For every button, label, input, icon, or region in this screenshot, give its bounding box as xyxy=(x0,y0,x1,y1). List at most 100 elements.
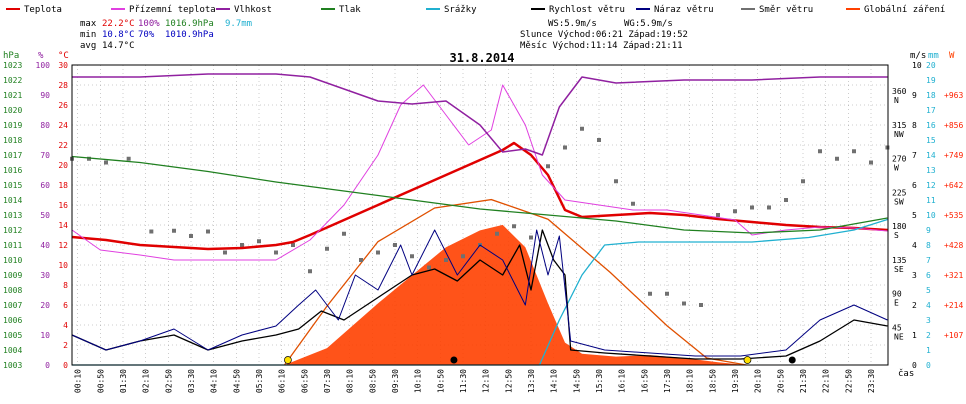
wind-direction-point xyxy=(869,160,873,165)
rain-tick-label: 12 xyxy=(926,181,936,190)
temp-tick-label: 12 xyxy=(58,241,68,250)
wind-direction-point xyxy=(648,291,652,296)
rain-tick-label: 1 xyxy=(926,346,931,355)
info-moon: Měsíc Východ:11:14 Západ:21:11 xyxy=(520,41,683,51)
wind-direction-point xyxy=(325,246,329,251)
wind-speed-tick-label: 4 xyxy=(912,241,917,250)
x-tick-label: 06:50 xyxy=(300,369,309,393)
sun-marker xyxy=(284,356,292,364)
wind-direction-point xyxy=(410,254,414,259)
rain-tick-label: 3 xyxy=(926,316,931,325)
wind-dir-tick-value: 45 xyxy=(892,323,902,332)
temp-tick-label: 2 xyxy=(63,341,68,350)
temp-tick-label: 28 xyxy=(58,81,68,90)
humidity-tick-label: 50 xyxy=(40,211,50,220)
wind-direction-point xyxy=(126,156,131,161)
wind-direction-point xyxy=(563,145,567,150)
x-tick-label: 14:50 xyxy=(572,369,581,393)
wind-dir-tick-label: SW xyxy=(894,197,904,206)
rain-tick-label: 7 xyxy=(926,256,931,265)
pressure-tick-label: 1005 xyxy=(3,331,22,340)
x-tick-label: 10:10 xyxy=(414,369,423,393)
radiation-area xyxy=(284,224,747,365)
wind-direction-point xyxy=(223,250,227,255)
wind-direction-point xyxy=(461,254,465,259)
wind-direction-point xyxy=(733,209,737,214)
x-tick-label: 19:30 xyxy=(731,369,740,393)
pressure-tick-label: 1009 xyxy=(3,271,22,280)
wind-direction-point xyxy=(189,234,193,238)
stats-block: max 22.2°C 100% 1016.9hPa 9.7mm min 10.8… xyxy=(80,19,252,51)
wind-dir-tick-label: E xyxy=(894,299,899,308)
wind-direction-point xyxy=(376,250,380,255)
temp-tick-label: 8 xyxy=(63,281,68,290)
humidity-tick-label: 90 xyxy=(40,91,50,100)
wind-direction-point xyxy=(291,243,295,247)
legend: Teplota Přízemní teplota Vlhkost Tlak Srážky… xyxy=(6,5,945,15)
wind-direction-point xyxy=(104,160,108,165)
humidity-tick-label: 0 xyxy=(45,361,50,370)
pressure-tick-label: 1006 xyxy=(3,316,22,325)
wind-direction-point xyxy=(852,149,856,154)
pressure-tick-label: 1010 xyxy=(3,256,22,265)
stats-max-press: 1016.9hPa xyxy=(165,19,214,29)
radiation-tick-label: +749 xyxy=(944,151,963,160)
temp-tick-label: 30 xyxy=(58,61,68,70)
humidity-tick-label: 100 xyxy=(36,61,51,70)
wind-dir-tick-label: S xyxy=(894,231,899,240)
stats-max-label: max xyxy=(80,19,97,29)
x-tick-label: 03:30 xyxy=(187,369,196,393)
x-tick-label: 02:50 xyxy=(164,369,173,393)
stats-min-press: 1010.9hPa xyxy=(165,30,214,40)
pressure-tick-label: 1011 xyxy=(3,241,22,250)
wind-direction-point xyxy=(614,179,618,184)
humidity-tick-label: 80 xyxy=(40,121,50,130)
pressure-tick-label: 1020 xyxy=(3,106,22,115)
unit-pct: % xyxy=(38,51,44,61)
unit-cas: čas xyxy=(898,368,914,379)
axes: 00:10 00:50 01:30 02:10 02:50 03:30 04:10 04:50… xyxy=(3,61,963,393)
pressure-tick-label: 1012 xyxy=(3,226,22,235)
rain-tick-label: 4 xyxy=(926,301,931,310)
wind-direction-point xyxy=(512,224,516,229)
x-tick-label: 22:50 xyxy=(844,369,853,393)
x-tick-label: 13:30 xyxy=(527,369,536,393)
rain-tick-label: 16 xyxy=(926,121,936,130)
radiation-tick-label: +107 xyxy=(944,331,963,340)
moon-marker xyxy=(788,356,796,364)
chart-title: 31.8.2014 xyxy=(449,51,514,65)
stats-min-temp: 10.8°C xyxy=(102,30,135,40)
legend-label: Teplota xyxy=(24,5,62,15)
wind-dir-tick-value: 90 xyxy=(892,290,902,299)
wind-dir-tick-value: 135 xyxy=(892,256,907,265)
legend-label: Přízemní teplota xyxy=(129,5,216,15)
wind-speed-tick-label: 0 xyxy=(912,361,917,370)
x-tick-label: 16:10 xyxy=(618,369,627,393)
pressure-tick-label: 1019 xyxy=(3,121,22,130)
x-tick-label: 21:30 xyxy=(799,369,808,393)
wind-speed-tick-label: 1 xyxy=(912,331,917,340)
legend-label: Rychlost větru xyxy=(549,5,625,15)
unit-hpa: hPa xyxy=(3,51,19,61)
pressure-tick-label: 1015 xyxy=(3,181,22,190)
x-tick-label: 00:10 xyxy=(74,369,83,393)
wind-dir-tick-label: W xyxy=(894,164,899,173)
series-line-tlak xyxy=(71,155,888,234)
humidity-tick-label: 30 xyxy=(40,271,50,280)
wind-dir-tick-label: NW xyxy=(894,130,904,139)
radiation-tick-label: +642 xyxy=(944,181,963,190)
pressure-tick-label: 1021 xyxy=(3,91,22,100)
wind-speed-tick-label: 8 xyxy=(912,121,917,130)
rain-tick-label: 13 xyxy=(926,166,936,175)
wind-direction-point xyxy=(359,258,363,262)
pressure-tick-label: 1008 xyxy=(3,286,22,295)
rain-tick-label: 15 xyxy=(926,136,936,145)
rain-tick-label: 17 xyxy=(926,106,936,115)
rain-tick-label: 10 xyxy=(926,211,936,220)
wind-dir-tick-value: 360 xyxy=(892,87,907,96)
info-ws: WS:5.9m/s xyxy=(548,19,597,29)
humidity-tick-label: 60 xyxy=(40,181,50,190)
radiation-tick-label: +963 xyxy=(944,91,963,100)
pressure-tick-label: 1014 xyxy=(3,196,22,205)
